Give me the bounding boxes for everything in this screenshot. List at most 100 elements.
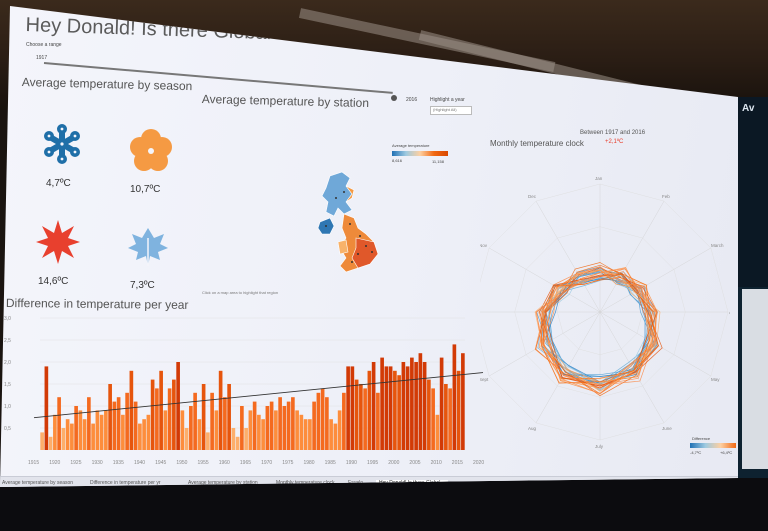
bar[interactable] xyxy=(363,388,367,450)
map-scotland-east[interactable] xyxy=(345,185,355,203)
bar[interactable] xyxy=(278,397,282,450)
bar[interactable] xyxy=(376,392,380,450)
bar[interactable] xyxy=(235,436,240,450)
bar[interactable] xyxy=(223,397,227,450)
bar[interactable] xyxy=(350,366,355,450)
bar[interactable] xyxy=(189,406,193,450)
bar[interactable] xyxy=(227,384,231,450)
bar[interactable] xyxy=(74,406,78,450)
bar[interactable] xyxy=(261,419,265,450)
bar[interactable] xyxy=(308,419,312,450)
bar[interactable] xyxy=(48,436,53,450)
bar[interactable] xyxy=(456,370,461,450)
bar[interactable] xyxy=(210,392,214,450)
bar[interactable] xyxy=(257,414,261,450)
bar[interactable] xyxy=(427,379,431,450)
bar[interactable] xyxy=(61,428,66,450)
bar[interactable] xyxy=(138,423,142,450)
bar[interactable] xyxy=(269,401,274,450)
bar[interactable] xyxy=(150,379,155,450)
bar[interactable] xyxy=(116,397,121,450)
bar[interactable] xyxy=(176,362,180,450)
map-wales[interactable] xyxy=(337,239,349,255)
bar[interactable] xyxy=(112,401,117,450)
bar[interactable] xyxy=(159,370,163,450)
bar[interactable] xyxy=(291,397,295,450)
bar[interactable] xyxy=(265,406,270,450)
yearly-difference-chart[interactable]: 3,0 2,5 2,0 1,5 1,0 0,5 1915 1920 1925 1930 1935 19… xyxy=(0,314,490,474)
bar[interactable] xyxy=(184,428,189,450)
bar[interactable] xyxy=(384,366,389,450)
tab-difference[interactable]: Difference in temperature per yr xyxy=(90,480,161,486)
bar[interactable] xyxy=(180,410,185,450)
bar[interactable] xyxy=(380,357,384,450)
bar[interactable] xyxy=(367,370,372,450)
bar[interactable] xyxy=(206,432,210,450)
bar[interactable] xyxy=(65,419,70,450)
bar[interactable] xyxy=(303,419,308,450)
bar[interactable] xyxy=(201,384,206,450)
bar[interactable] xyxy=(95,410,100,450)
bar[interactable] xyxy=(142,419,146,450)
bar[interactable] xyxy=(172,379,176,450)
bar[interactable] xyxy=(346,366,350,450)
bar[interactable] xyxy=(337,410,342,450)
bar[interactable] xyxy=(244,428,248,450)
bar[interactable] xyxy=(252,401,257,450)
bar[interactable] xyxy=(371,362,376,450)
range-slider-handle[interactable] xyxy=(391,95,397,101)
temperature-clock-chart[interactable]: JanFebMarchAprMayJuneJulyAugSeptOctNovDe… xyxy=(480,160,730,460)
bar[interactable] xyxy=(70,423,74,450)
bar[interactable] xyxy=(439,357,444,450)
bar[interactable] xyxy=(299,414,304,450)
map-england-south[interactable] xyxy=(351,237,379,269)
bar[interactable] xyxy=(167,388,172,450)
bar[interactable] xyxy=(218,370,223,450)
bar[interactable] xyxy=(121,414,125,450)
bar[interactable] xyxy=(397,375,401,450)
bar[interactable] xyxy=(286,401,291,450)
bar[interactable] xyxy=(53,414,57,450)
bar[interactable] xyxy=(99,414,104,450)
bar[interactable] xyxy=(316,392,321,450)
bar[interactable] xyxy=(87,397,91,450)
bar[interactable] xyxy=(125,392,129,450)
bar[interactable] xyxy=(57,397,61,450)
bar[interactable] xyxy=(78,410,83,450)
bar[interactable] xyxy=(231,428,236,450)
bar[interactable] xyxy=(444,384,448,450)
bar[interactable] xyxy=(295,410,299,450)
tab-season[interactable]: Average temperature by season xyxy=(2,480,74,486)
bar[interactable] xyxy=(312,401,316,450)
bar[interactable] xyxy=(197,419,202,450)
bar[interactable] xyxy=(91,423,95,450)
map-scotland[interactable] xyxy=(321,171,353,217)
bar[interactable] xyxy=(133,401,138,450)
bar[interactable] xyxy=(452,344,457,450)
bar[interactable] xyxy=(104,410,108,450)
tab-donald[interactable]: Hey Donald! Is there Global... xyxy=(376,480,448,486)
bar[interactable] xyxy=(248,410,253,450)
bar[interactable] xyxy=(82,419,87,450)
bar[interactable] xyxy=(388,366,393,450)
bar[interactable] xyxy=(414,362,418,450)
bar[interactable] xyxy=(393,370,397,450)
bar[interactable] xyxy=(240,406,244,450)
bar[interactable] xyxy=(40,432,44,450)
bar[interactable] xyxy=(282,406,287,450)
bar[interactable] xyxy=(359,384,363,450)
bar[interactable] xyxy=(329,419,333,450)
bar[interactable] xyxy=(163,410,168,450)
bar[interactable] xyxy=(461,353,465,450)
bar[interactable] xyxy=(214,410,219,450)
bar[interactable] xyxy=(448,388,452,450)
bar[interactable] xyxy=(422,362,427,450)
bar[interactable] xyxy=(354,379,359,450)
bar[interactable] xyxy=(193,392,197,450)
bar[interactable] xyxy=(155,388,159,450)
tab-station[interactable]: Average temperature by station xyxy=(188,480,258,486)
bar[interactable] xyxy=(418,353,423,450)
bar[interactable] xyxy=(401,362,406,450)
tab-favelo[interactable]: Favelo xyxy=(348,480,364,486)
bar[interactable] xyxy=(405,366,410,450)
